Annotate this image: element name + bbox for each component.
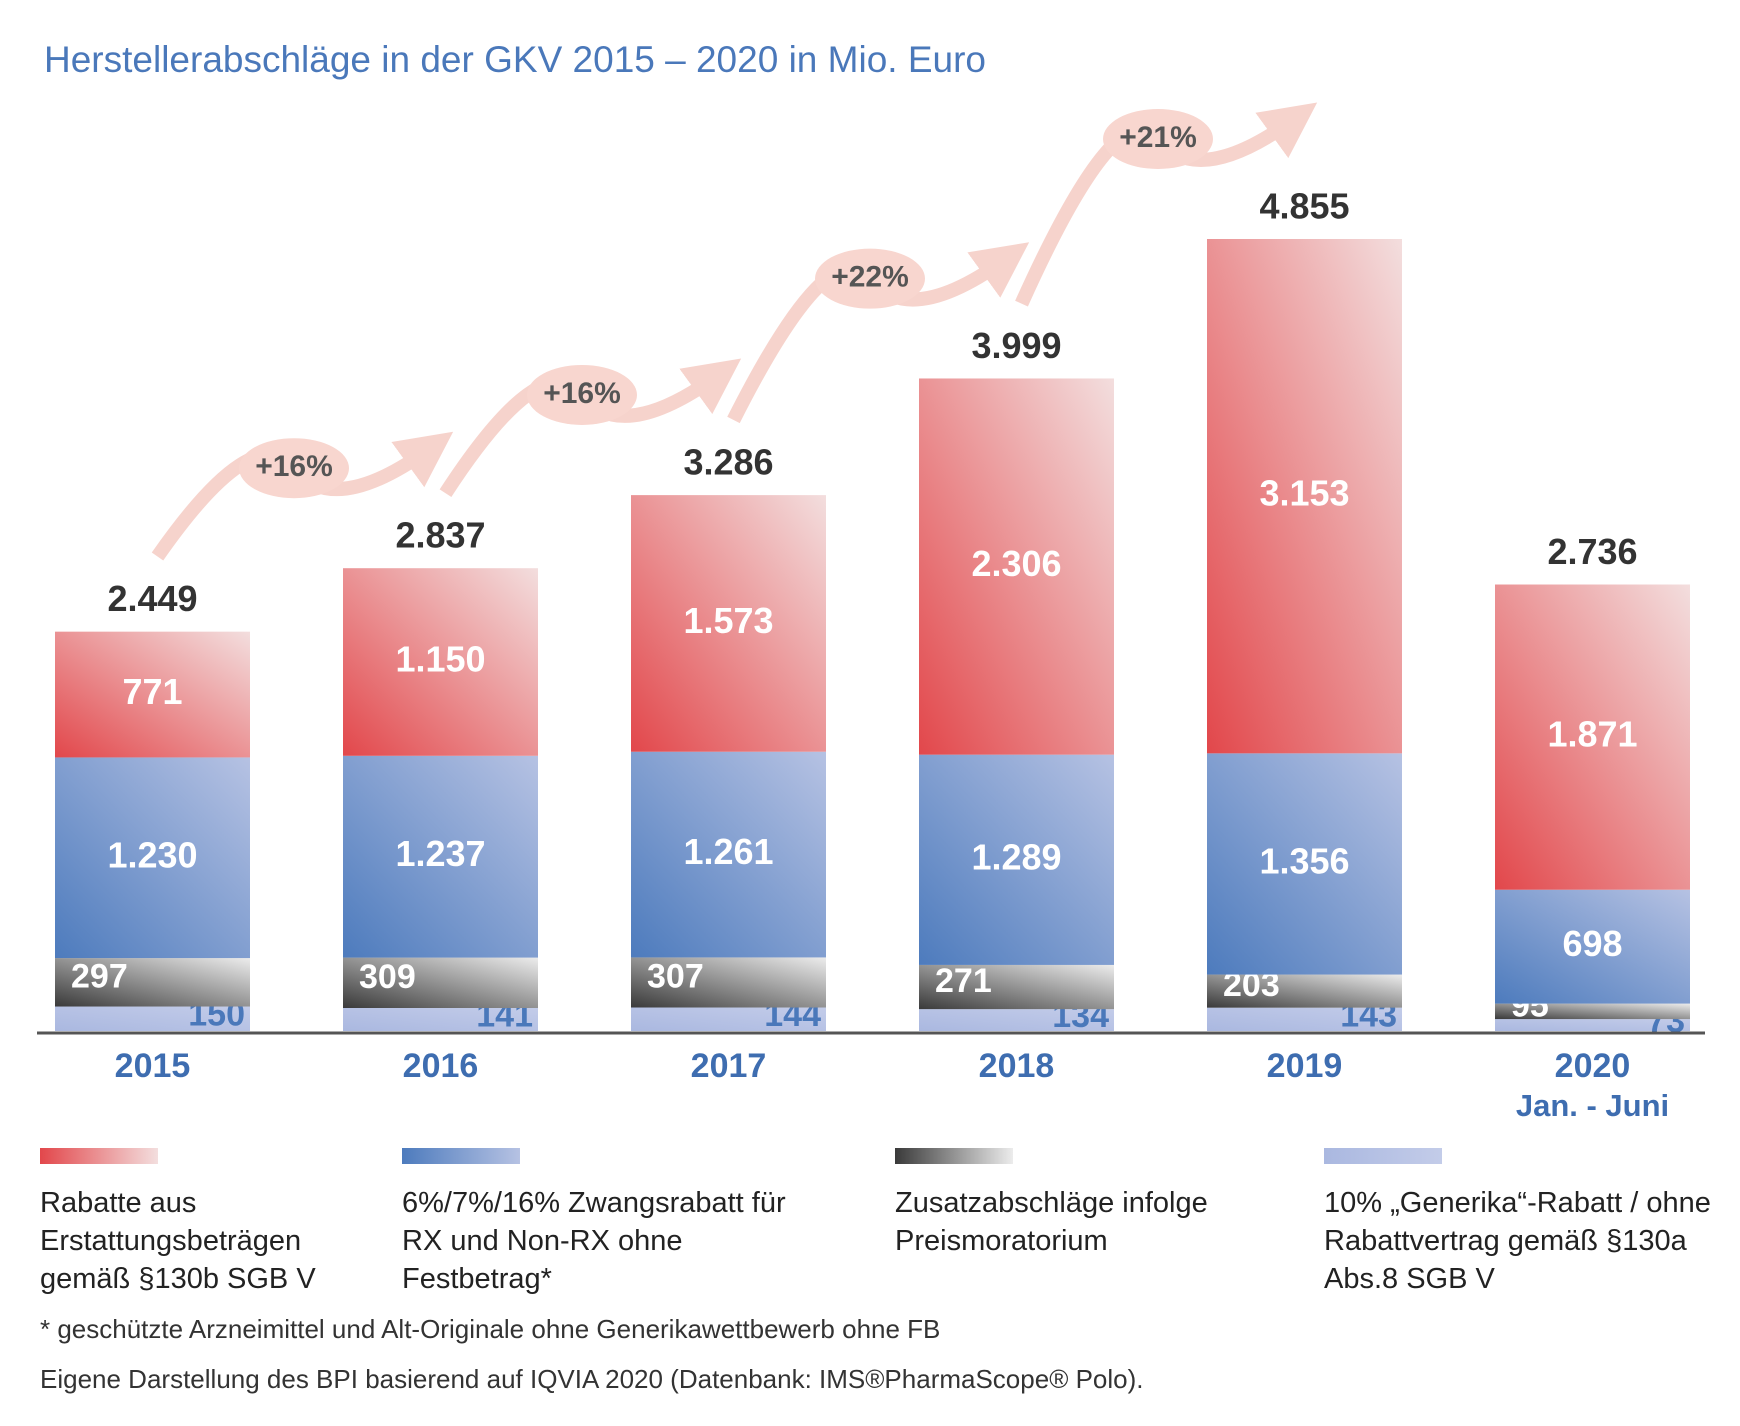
x-tick-label: 2019	[1267, 1047, 1343, 1085]
bar-segment	[1207, 974, 1402, 1008]
legend-label: 6%/7%/16% Zwangsrabatt für RX und Non-RX…	[402, 1187, 786, 1295]
growth-label: +16%	[255, 450, 333, 483]
growth-bubble	[1103, 109, 1213, 169]
bar-segment	[631, 751, 826, 958]
value-label: 1.237	[395, 833, 485, 874]
footnote: * geschützte Arzneimittel und Alt-Origin…	[40, 1314, 941, 1344]
bar-segment	[1495, 889, 1690, 1004]
chart: Herstellerabschläge in der GKV 2015 – 20…	[37, 39, 1705, 1120]
x-tick-label: 2020	[1555, 1047, 1631, 1085]
total-label: 3.286	[683, 441, 773, 482]
value-label: 1.261	[683, 831, 773, 872]
bar-segment	[55, 631, 250, 758]
bar-segment	[55, 1006, 250, 1031]
total-label: 2.449	[107, 578, 197, 619]
bar-segment	[1207, 239, 1402, 754]
growth-label: +16%	[543, 377, 621, 410]
bar-segment	[631, 1007, 826, 1031]
total-label: 2.837	[395, 515, 485, 556]
value-label: 1.573	[683, 600, 773, 641]
legend-label: 10% „Generika“-Rabatt / ohne Rabattvertr…	[1324, 1187, 1711, 1295]
value-label: 271	[935, 962, 992, 1000]
value-label: 771	[122, 671, 182, 712]
bar-segment	[55, 958, 250, 1007]
x-tick-label: 2016	[403, 1047, 479, 1085]
legend-swatch	[1324, 1148, 1442, 1164]
bar-segment	[1207, 1007, 1402, 1031]
legend-swatch	[402, 1148, 520, 1164]
bar-segment	[343, 1007, 538, 1031]
legend-label: Rabatte aus Erstattungsbeträgen gemäß §1…	[40, 1187, 316, 1295]
total-label: 3.999	[971, 325, 1061, 366]
bar-segment	[1207, 753, 1402, 975]
bar-segment	[55, 757, 250, 959]
bar-segment	[1495, 1019, 1690, 1031]
legend-swatch	[895, 1148, 1013, 1164]
bar-segment	[919, 964, 1114, 1010]
legend-item: 6%/7%/16% Zwangsrabatt für RX und Non-RX…	[402, 1148, 822, 1298]
bar-segment	[919, 1009, 1114, 1031]
bar-segment	[1495, 1003, 1690, 1020]
value-label: 2.306	[971, 543, 1061, 584]
value-label: 698	[1562, 923, 1622, 964]
growth-label: +22%	[831, 261, 909, 294]
legend-item: 10% „Generika“-Rabatt / ohne Rabattvertr…	[1324, 1148, 1724, 1298]
x-tick-label: 2018	[979, 1047, 1055, 1085]
value-label: 1.356	[1259, 840, 1349, 881]
x-tick-label: 2015	[115, 1047, 191, 1085]
bar-segment	[343, 568, 538, 756]
value-label: 1.150	[395, 639, 485, 680]
bar-segment	[919, 378, 1114, 755]
total-label: 4.855	[1259, 186, 1349, 227]
legend-swatch	[40, 1148, 158, 1164]
value-label: 307	[647, 957, 704, 995]
bar-segment	[343, 755, 538, 958]
legend-label: Zusatzabschläge infolge Preismoratorium	[895, 1187, 1208, 1257]
chart-title: Herstellerabschläge in der GKV 2015 – 20…	[44, 39, 986, 80]
bar-segment	[1495, 584, 1690, 890]
value-label: 1.289	[971, 836, 1061, 877]
value-label: 3.153	[1259, 473, 1349, 514]
value-label: 1.230	[107, 834, 197, 875]
x-tick-label: 2017	[691, 1047, 767, 1085]
legend-item: Rabatte aus Erstattungsbeträgen gemäß §1…	[40, 1148, 380, 1298]
bar-segment	[631, 957, 826, 1008]
bar-segment	[631, 495, 826, 752]
value-label: 1.871	[1547, 714, 1637, 755]
value-label: 297	[71, 957, 128, 995]
growth-label: +21%	[1119, 121, 1197, 154]
bar-segment	[343, 957, 538, 1008]
growth-bubble	[239, 438, 349, 499]
growth-bubble	[527, 364, 637, 425]
total-label: 2.736	[1547, 531, 1637, 572]
source: Eigene Darstellung des BPI basierend auf…	[40, 1364, 1144, 1394]
x-sublabel: Jan. - Juni	[1516, 1088, 1669, 1120]
value-label: 309	[359, 958, 416, 996]
bar-segment	[919, 754, 1114, 965]
growth-bubble	[815, 248, 925, 309]
legend-item: Zusatzabschläge infolge Preismoratorium	[895, 1148, 1275, 1260]
